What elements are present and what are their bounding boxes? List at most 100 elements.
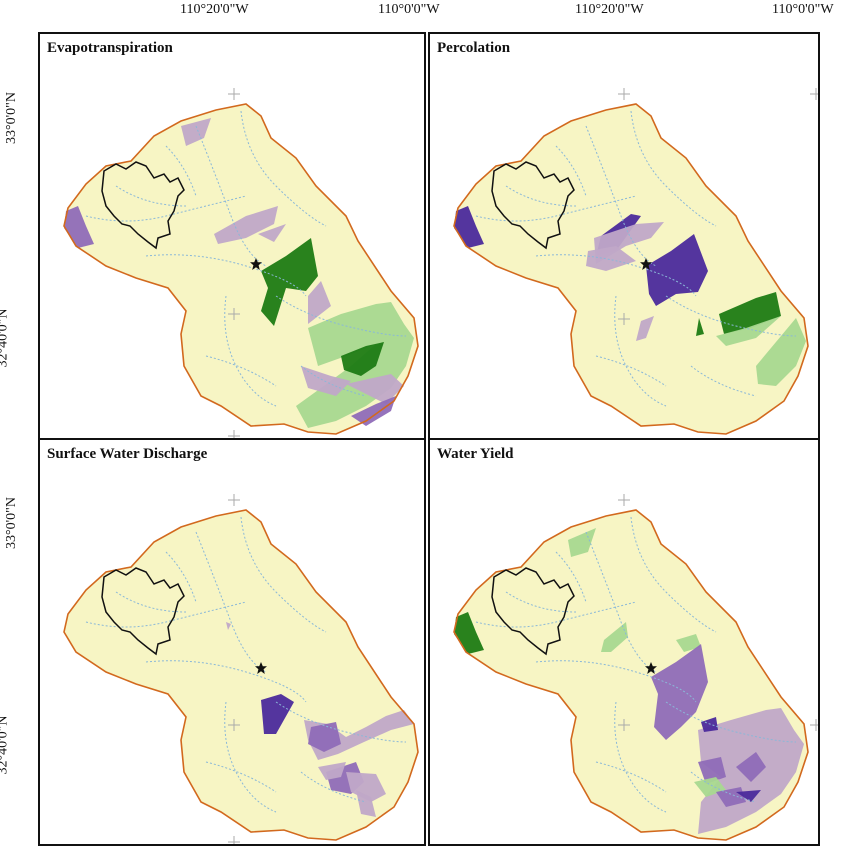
reservation-boundary [491, 567, 575, 656]
subbasin-light-purple [356, 790, 376, 817]
basin-boundary [63, 103, 419, 435]
basin-map-evapotranspiration [63, 88, 419, 438]
stream-line [165, 145, 197, 197]
lon-label-top-left-2: 110°0'0"W [378, 2, 440, 17]
stream-line [275, 295, 407, 337]
stream-line [535, 660, 697, 703]
subbasin-dark-purple [701, 717, 718, 732]
lon-label-top-left-1: 110°20'0"W [180, 2, 249, 17]
subbasin-light-purple [258, 224, 286, 242]
panel-title: Evapotranspiration [47, 40, 173, 56]
subbasin-mid-purple [308, 722, 341, 752]
stream-line [555, 145, 587, 197]
stream-line [195, 125, 267, 267]
stream-line [690, 771, 757, 803]
stream-line [630, 110, 717, 227]
subbasin-mid-purple [698, 757, 726, 784]
basin-boundary [453, 509, 809, 841]
stream-line [275, 701, 407, 743]
stream-line [165, 551, 197, 603]
subbasin-dark-purple [736, 790, 761, 802]
stream-line [614, 295, 667, 407]
watershed-basin [454, 104, 808, 434]
lon-label-top-right-1: 110°20'0"W [575, 2, 644, 17]
reservation-boundary [101, 567, 185, 656]
lat-label-top-left-1: 33°0'0"N [3, 92, 19, 144]
subbasin-light-purple [318, 762, 346, 780]
stream-line [300, 365, 367, 397]
map-content [63, 509, 419, 841]
map-content [453, 509, 809, 841]
stream-line [145, 660, 307, 703]
map-content [453, 103, 809, 435]
subbasin-light-purple [586, 246, 636, 271]
stream-line [475, 601, 637, 628]
outlet-star-icon [645, 662, 657, 674]
subbasin-light-purple [346, 374, 404, 404]
map-panel-evapotranspiration: Evapotranspiration [38, 32, 426, 440]
stream-line [85, 601, 247, 628]
basin-boundary [453, 103, 809, 435]
subbasin-light-purple [181, 118, 211, 146]
subbasin-light-purple [301, 366, 351, 396]
basin-map-water-yield [453, 494, 818, 841]
stream-line [535, 254, 697, 297]
stream-line [665, 295, 797, 337]
stream-line [205, 761, 277, 793]
lat-label-bottom-left-1: 33°0'0"N [3, 497, 19, 549]
stream-line [205, 355, 277, 387]
map-panel-water-yield: Water Yield [428, 438, 820, 846]
subbasin-mid-purple [351, 396, 396, 426]
subbasin-light-green [716, 316, 781, 346]
basin-boundary [63, 509, 419, 841]
lat-label-bottom-left-2: 32°40'0"N [0, 715, 11, 775]
reservation-boundary [491, 161, 575, 250]
stream-line [145, 254, 307, 297]
outlet-star-icon [640, 258, 652, 270]
stream-line [595, 761, 667, 793]
subbasin-light-green [756, 318, 806, 386]
stream-line [240, 110, 327, 227]
map-panel-surface-water-discharge: Surface Water Discharge [38, 438, 426, 846]
panel-title: Surface Water Discharge [47, 446, 208, 462]
stream-line [630, 516, 717, 633]
map-panel-percolation: Percolation [428, 32, 820, 440]
stream-line [300, 771, 367, 803]
subbasin-light-purple [226, 622, 231, 630]
stream-line [85, 195, 247, 222]
subbasin-dark-purple [646, 234, 708, 306]
stream-line [475, 195, 637, 222]
panel-title: Water Yield [437, 446, 514, 462]
subbasin-light-green [676, 634, 701, 652]
map-content [63, 103, 419, 435]
subbasin-dark-purple [261, 694, 294, 734]
panel-title: Percolation [437, 40, 511, 56]
subbasin-light-purple [346, 772, 386, 802]
subbasin-light-green [601, 622, 628, 652]
stream-line [614, 701, 667, 813]
subbasin-light-purple [308, 281, 331, 324]
stream-line [555, 551, 587, 603]
outlet-star-icon [250, 258, 262, 270]
subbasin-light-green [568, 528, 596, 557]
stream-line [665, 701, 797, 743]
stream-line [595, 355, 667, 387]
lon-label-top-right-2: 110°0'0"W [772, 2, 834, 17]
subbasin-dark-green [261, 238, 318, 326]
subbasin-mid-purple [736, 752, 766, 782]
lat-label-top-left-2: 32°40'0"N [0, 308, 11, 368]
stream-line [224, 701, 277, 813]
subbasin-dark-green [719, 292, 781, 334]
stream-line [690, 365, 757, 397]
stream-line [240, 516, 327, 633]
subbasin-dark-green [696, 318, 704, 336]
subbasin-light-purple [214, 206, 278, 244]
basin-map-percolation [453, 88, 818, 435]
stream-line [224, 295, 277, 407]
basin-map-surface-water-discharge [63, 494, 419, 844]
subbasin-light-purple [636, 316, 654, 341]
outlet-star-icon [255, 662, 267, 674]
stream-line [585, 125, 657, 267]
subbasin-mid-purple [651, 644, 708, 740]
reservation-boundary [101, 161, 185, 250]
